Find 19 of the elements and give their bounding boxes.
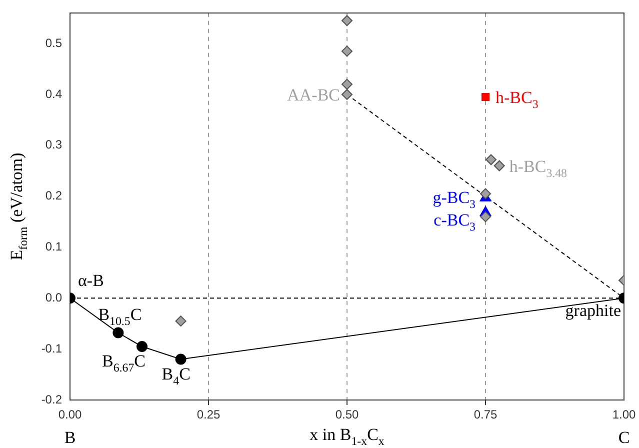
text: B [64,428,76,447]
y-tick-label: 0.2 [45,188,62,203]
y-axis-title: Eform (eV/atom) [7,152,30,260]
annotation: α-B [78,271,104,290]
x-tick-label: 0.25 [196,408,220,422]
y-tick-label: -0.2 [41,392,62,406]
x-tick-label: 0.50 [335,408,359,422]
y-tick-label: 0.3 [45,138,62,152]
y-tick-label: 0.1 [45,240,62,254]
x-tick-label: 0.00 [58,408,82,422]
y-tick-label: 0.0 [45,290,62,304]
annotation: AA-BC [287,85,340,104]
x-tick-label: 0.75 [474,408,498,422]
y-tick-label: 0.4 [45,86,62,101]
x-tick-label: 1.00 [612,408,636,422]
annotation: graphite [565,301,622,320]
y-tick-label: -0.1 [41,341,62,356]
text: C [618,428,630,447]
y-tick-label: 0.5 [45,36,62,50]
